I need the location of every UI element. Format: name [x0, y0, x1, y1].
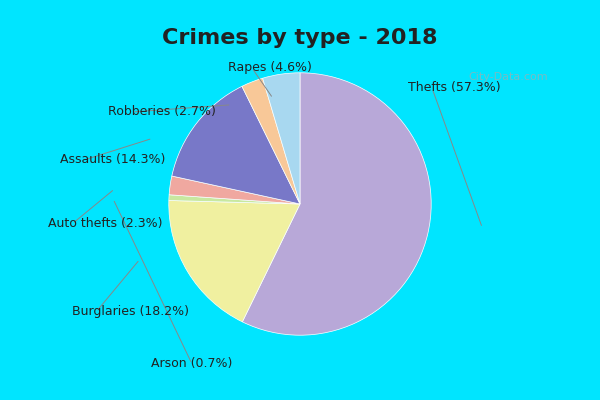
Wedge shape: [169, 195, 300, 204]
Text: Assaults (14.3%): Assaults (14.3%): [60, 154, 166, 166]
Wedge shape: [169, 176, 300, 204]
Text: Rapes (4.6%): Rapes (4.6%): [228, 62, 312, 74]
Wedge shape: [172, 86, 300, 204]
Text: City-Data.com: City-Data.com: [468, 72, 548, 82]
Wedge shape: [242, 73, 431, 335]
Wedge shape: [242, 78, 300, 204]
Text: Robberies (2.7%): Robberies (2.7%): [108, 106, 216, 118]
Text: Thefts (57.3%): Thefts (57.3%): [408, 82, 500, 94]
Wedge shape: [263, 73, 300, 204]
Text: Arson (0.7%): Arson (0.7%): [151, 358, 233, 370]
Text: Auto thefts (2.3%): Auto thefts (2.3%): [48, 218, 163, 230]
Wedge shape: [169, 200, 300, 322]
Text: Burglaries (18.2%): Burglaries (18.2%): [72, 306, 189, 318]
Text: Crimes by type - 2018: Crimes by type - 2018: [162, 28, 438, 48]
